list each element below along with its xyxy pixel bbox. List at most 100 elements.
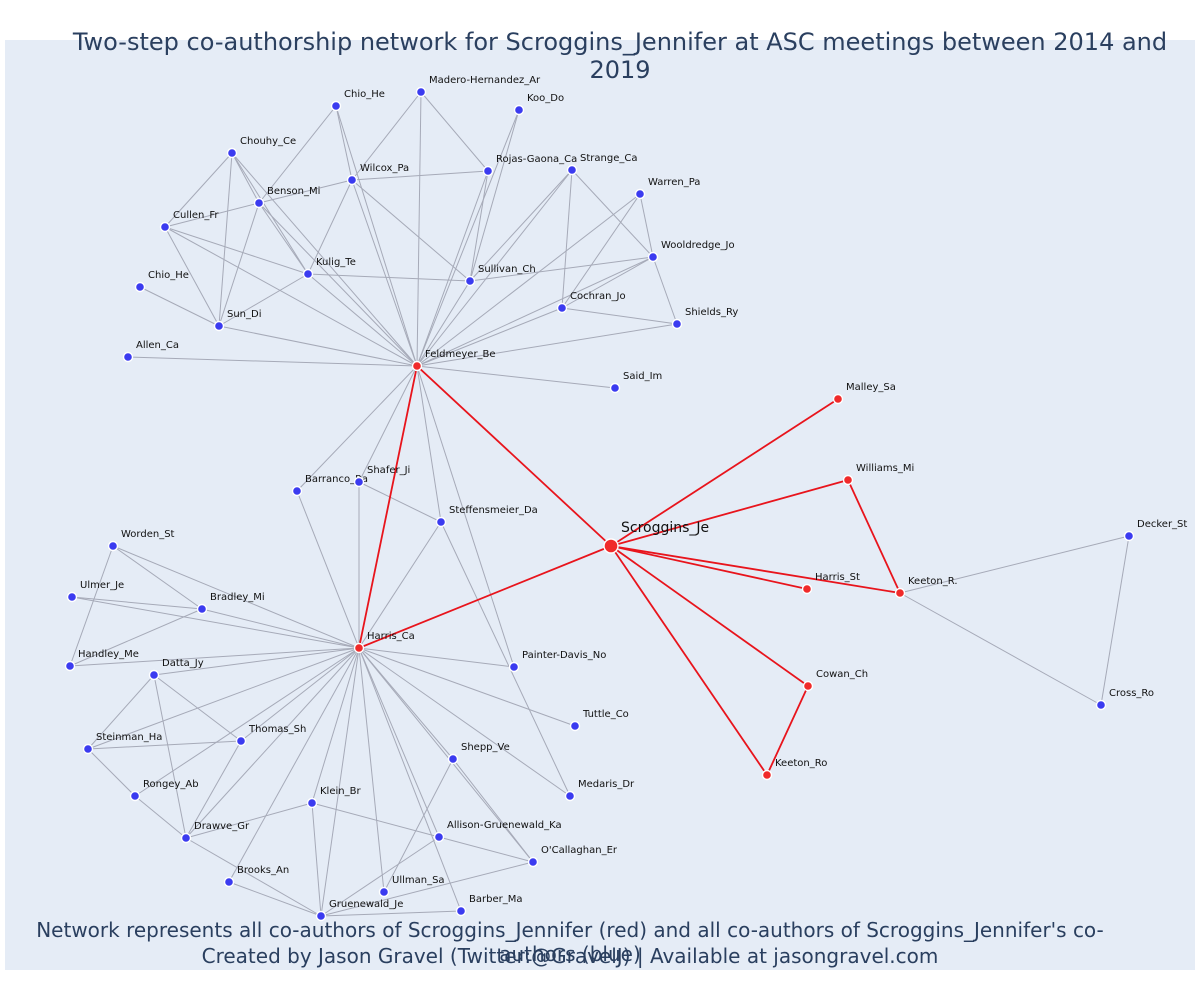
node-Painter-Davis_No[interactable]: Painter-Davis_No <box>508 650 607 673</box>
node-marker[interactable] <box>346 174 358 186</box>
node-Allison-Gruenewald_Ka[interactable]: Allison-Gruenewald_Ka <box>433 820 562 843</box>
node-Worden_St[interactable]: Worden_St <box>107 529 175 552</box>
node-marker[interactable] <box>353 476 365 488</box>
node-marker[interactable] <box>411 360 423 372</box>
node-Thomas_Sh[interactable]: Thomas_Sh <box>235 724 307 747</box>
node-marker[interactable] <box>455 905 467 917</box>
node-marker[interactable] <box>1095 699 1107 711</box>
node-Feldmeyer_Be[interactable]: Feldmeyer_Be <box>411 349 496 372</box>
node-Gruenewald_Je[interactable]: Gruenewald_Je <box>315 899 404 922</box>
node-marker[interactable] <box>603 538 619 554</box>
node-Scroggins_Je[interactable]: Scroggins_Je <box>603 520 709 554</box>
node-Benson_Mi[interactable]: Benson_Mi <box>253 186 321 209</box>
node-marker[interactable] <box>129 790 141 802</box>
node-marker[interactable] <box>302 268 314 280</box>
node-Madero-Hernandez_Ar[interactable]: Madero-Hernandez_Ar <box>415 75 542 98</box>
node-Harris_Ca[interactable]: Harris_Ca <box>353 631 415 654</box>
node-marker[interactable] <box>647 251 659 263</box>
node-Klein_Br[interactable]: Klein_Br <box>306 786 362 809</box>
node-marker[interactable] <box>66 591 78 603</box>
node-marker[interactable] <box>556 302 568 314</box>
node-marker[interactable] <box>213 320 225 332</box>
node-Ullman_Sa[interactable]: Ullman_Sa <box>378 875 445 898</box>
node-marker[interactable] <box>226 147 238 159</box>
node-Chio_He_2[interactable]: Chio_He <box>134 270 189 293</box>
node-Cross_Ro[interactable]: Cross_Ro <box>1095 688 1155 711</box>
node-marker[interactable] <box>82 743 94 755</box>
node-marker[interactable] <box>291 485 303 497</box>
node-marker[interactable] <box>378 886 390 898</box>
node-Williams_Mi[interactable]: Williams_Mi <box>842 463 915 486</box>
node-marker[interactable] <box>527 856 539 868</box>
node-Said_Im[interactable]: Said_Im <box>609 371 663 394</box>
node-O'Callaghan_Er[interactable]: O'Callaghan_Er <box>527 845 618 868</box>
node-marker[interactable] <box>802 680 814 692</box>
node-Harris_St[interactable]: Harris_St <box>801 572 861 595</box>
node-Cochran_Jo[interactable]: Cochran_Jo <box>556 291 626 314</box>
node-Chio_He_1[interactable]: Chio_He <box>330 89 385 112</box>
node-marker[interactable] <box>306 797 318 809</box>
node-Shepp_Ve[interactable]: Shepp_Ve <box>447 742 510 765</box>
node-marker[interactable] <box>566 164 578 176</box>
node-marker[interactable] <box>134 281 146 293</box>
node-Shields_Ry[interactable]: Shields_Ry <box>671 307 739 330</box>
node-Wooldredge_Jo[interactable]: Wooldredge_Jo <box>647 240 735 263</box>
node-Allen_Ca[interactable]: Allen_Ca <box>122 340 180 363</box>
node-Medaris_Dr[interactable]: Medaris_Dr <box>564 779 636 802</box>
node-marker[interactable] <box>64 660 76 672</box>
node-marker[interactable] <box>235 735 247 747</box>
node-marker[interactable] <box>415 86 427 98</box>
node-marker[interactable] <box>482 165 494 177</box>
node-marker[interactable] <box>832 393 844 405</box>
node-Wilcox_Pa[interactable]: Wilcox_Pa <box>346 163 410 186</box>
node-marker[interactable] <box>180 832 192 844</box>
node-marker[interactable] <box>315 910 327 922</box>
node-marker[interactable] <box>122 351 134 363</box>
node-marker[interactable] <box>508 661 520 673</box>
node-Steinman_Ha[interactable]: Steinman_Ha <box>82 732 163 755</box>
node-marker[interactable] <box>801 583 813 595</box>
node-Ulmer_Je[interactable]: Ulmer_Je <box>66 580 125 603</box>
node-marker[interactable] <box>564 790 576 802</box>
node-Brooks_An[interactable]: Brooks_An <box>223 865 290 888</box>
node-marker[interactable] <box>513 104 525 116</box>
node-Sun_Di[interactable]: Sun_Di <box>213 309 262 332</box>
node-marker[interactable] <box>159 221 171 233</box>
node-Steffensmeier_Da[interactable]: Steffensmeier_Da <box>435 505 538 528</box>
node-marker[interactable] <box>761 769 773 781</box>
node-Drawve_Gr[interactable]: Drawve_Gr <box>180 821 250 844</box>
node-Barranco_Ra[interactable]: Barranco_Ra <box>291 474 368 497</box>
node-Datta_Jy[interactable]: Datta_Jy <box>148 658 204 681</box>
node-marker[interactable] <box>330 100 342 112</box>
node-marker[interactable] <box>1123 530 1135 542</box>
node-Cowan_Ch[interactable]: Cowan_Ch <box>802 669 869 692</box>
node-marker[interactable] <box>435 516 447 528</box>
node-Shafer_Ji[interactable]: Shafer_Ji <box>353 465 411 488</box>
node-marker[interactable] <box>447 753 459 765</box>
node-Strange_Ca[interactable]: Strange_Ca <box>566 153 638 176</box>
node-Keeton_R.[interactable]: Keeton_R. <box>894 576 958 599</box>
node-Tuttle_Co[interactable]: Tuttle_Co <box>569 709 629 732</box>
node-marker[interactable] <box>148 669 160 681</box>
node-marker[interactable] <box>353 642 365 654</box>
node-Kulig_Te[interactable]: Kulig_Te <box>302 257 356 280</box>
node-marker[interactable] <box>894 587 906 599</box>
node-Handley_Me[interactable]: Handley_Me <box>64 649 139 672</box>
node-marker[interactable] <box>569 720 581 732</box>
node-Malley_Sa[interactable]: Malley_Sa <box>832 382 896 405</box>
node-Chouhy_Ce[interactable]: Chouhy_Ce <box>226 136 297 159</box>
node-Rongey_Ab[interactable]: Rongey_Ab <box>129 779 199 802</box>
node-Warren_Pa[interactable]: Warren_Pa <box>634 177 701 200</box>
node-marker[interactable] <box>842 474 854 486</box>
node-marker[interactable] <box>464 275 476 287</box>
node-Decker_St[interactable]: Decker_St <box>1123 519 1188 542</box>
node-marker[interactable] <box>433 831 445 843</box>
node-marker[interactable] <box>671 318 683 330</box>
node-marker[interactable] <box>196 603 208 615</box>
node-Cullen_Fr[interactable]: Cullen_Fr <box>159 210 220 233</box>
node-Barber_Ma[interactable]: Barber_Ma <box>455 894 523 917</box>
node-Bradley_Mi[interactable]: Bradley_Mi <box>196 592 265 615</box>
node-marker[interactable] <box>609 382 621 394</box>
node-marker[interactable] <box>107 540 119 552</box>
node-marker[interactable] <box>223 876 235 888</box>
